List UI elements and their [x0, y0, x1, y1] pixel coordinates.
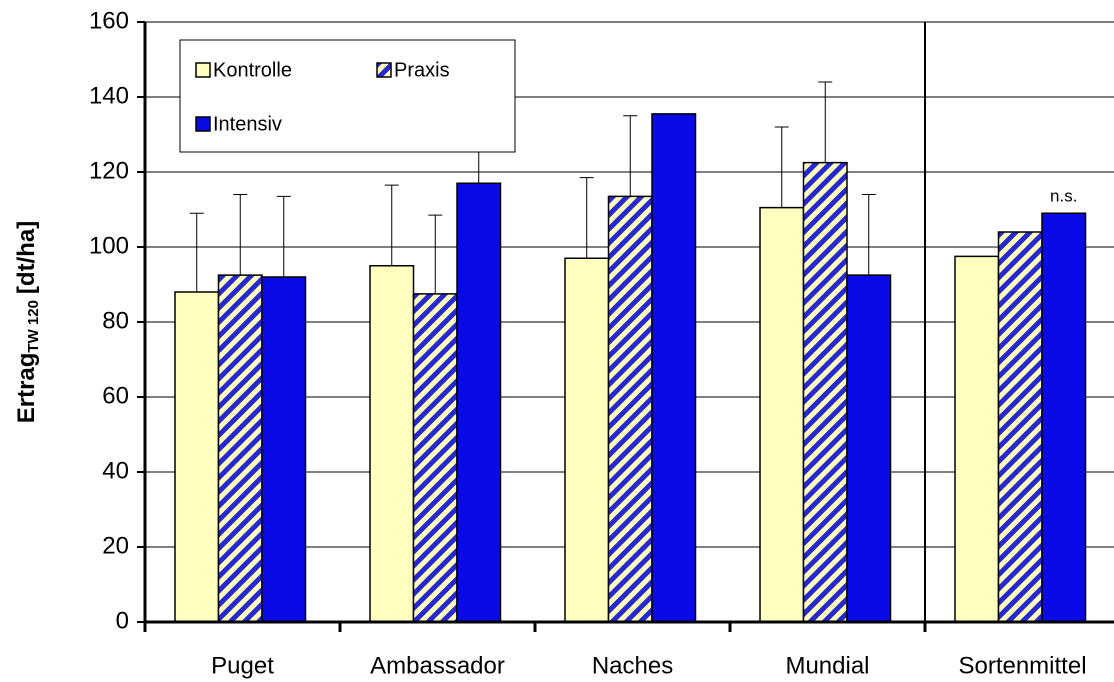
bar — [1041, 212, 1087, 623]
error-bar — [861, 194, 876, 276]
bar — [997, 231, 1043, 623]
legend-swatch — [376, 62, 392, 78]
error-bar — [818, 81, 833, 163]
legend-label: Intensiv — [213, 113, 282, 135]
error-bar — [233, 194, 248, 276]
y-tick-label: 140 — [89, 82, 129, 109]
y-label-main: Ertrag — [13, 353, 40, 424]
y-tick-label: 120 — [89, 157, 129, 184]
legend-swatch — [195, 116, 211, 132]
x-tick-label: Sortenmittel — [958, 652, 1086, 679]
error-bar — [623, 115, 638, 197]
y-tick-label: 160 — [89, 7, 129, 34]
error-bar — [774, 126, 789, 208]
y-label-unit: [dt/ha] — [13, 221, 40, 294]
legend-swatch — [195, 62, 211, 78]
bar — [174, 291, 220, 623]
bar — [802, 161, 848, 623]
bar — [564, 257, 610, 623]
y-label-sub: TW 120 — [25, 300, 42, 353]
bar — [456, 182, 502, 623]
y-tick-label: 60 — [102, 382, 129, 409]
bar — [651, 113, 697, 623]
y-axis-label: ErtragTW 120 [dt/ha] — [13, 221, 42, 424]
y-tick-label: 40 — [102, 457, 129, 484]
x-tick-label: Puget — [211, 652, 274, 679]
error-bar — [384, 184, 399, 266]
bar — [846, 274, 892, 623]
error-bar — [189, 212, 204, 292]
error-bar — [579, 177, 594, 259]
bar — [412, 293, 458, 623]
legend-box — [179, 39, 516, 153]
bar — [217, 274, 263, 623]
bar — [261, 276, 307, 623]
legend-label: Praxis — [394, 59, 450, 81]
bar — [607, 195, 653, 623]
legend-label: Kontrolle — [213, 59, 292, 81]
bar — [954, 255, 1000, 623]
x-tick-label: Naches — [592, 652, 673, 679]
x-tick-label: Ambassador — [370, 652, 505, 679]
y-tick-label: 80 — [102, 307, 129, 334]
error-bar — [276, 195, 291, 277]
y-tick-label: 0 — [116, 607, 129, 634]
annotation: n.s. — [1050, 187, 1077, 206]
x-tick-label: Mundial — [785, 652, 869, 679]
error-bar — [428, 214, 443, 294]
bar — [369, 265, 415, 623]
y-tick-label: 20 — [102, 532, 129, 559]
bar — [759, 206, 805, 623]
y-tick-label: 100 — [89, 232, 129, 259]
